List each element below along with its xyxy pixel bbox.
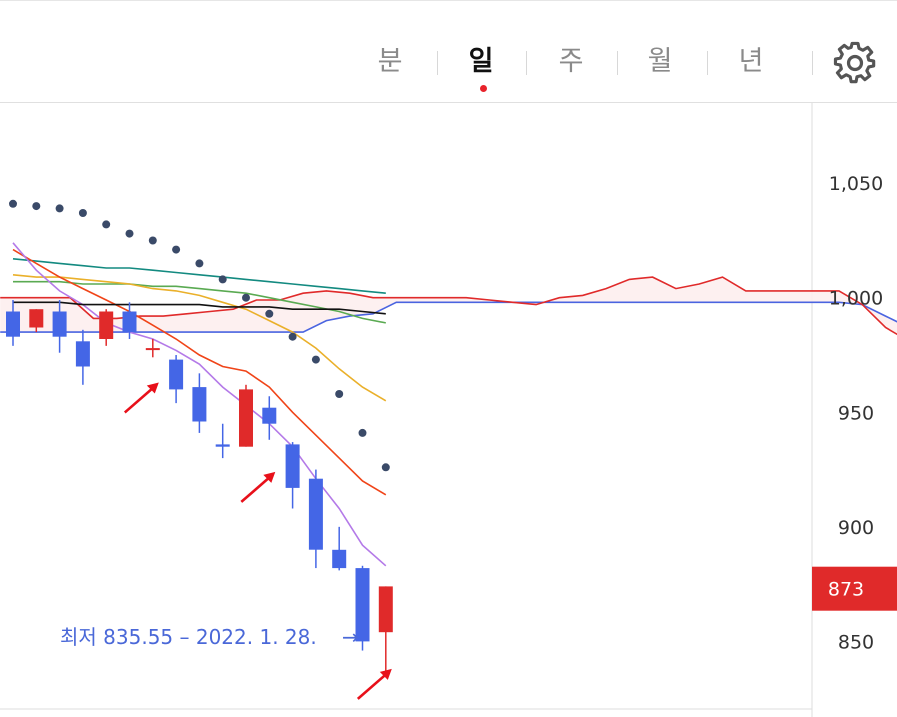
parabolic-sar-dot — [358, 428, 367, 437]
candle-body — [169, 359, 184, 390]
parabolic-sar-dot — [218, 275, 227, 284]
parabolic-sar-dot — [242, 293, 250, 302]
y-tick-label: 1,000 — [829, 288, 883, 310]
moving-average-line — [12, 258, 386, 294]
moving-average-line — [12, 242, 387, 567]
price-chart[interactable]: 1,050 1,000 950 900 850 873 최저 835.55 – … — [0, 103, 897, 717]
candle-body — [29, 309, 44, 328]
parabolic-sar-dot — [265, 309, 274, 318]
candle-body — [308, 478, 323, 550]
period-tab-week[interactable]: 주 — [558, 46, 584, 77]
parabolic-sar-dot — [172, 245, 181, 254]
period-tab-month[interactable]: 월 — [647, 46, 673, 77]
parabolic-sar-dot — [32, 202, 41, 211]
period-divider — [437, 51, 438, 75]
parabolic-sar-dot — [125, 229, 134, 238]
period-tab-day[interactable]: 일 — [468, 46, 494, 77]
moving-average-lines — [12, 242, 387, 567]
signal-arrow-head — [146, 382, 159, 394]
parabolic-sar-dots — [9, 199, 390, 472]
candle-body — [239, 389, 253, 447]
parabolic-sar-dot — [381, 463, 390, 472]
y-axis: 1,050 1,000 950 900 850 — [829, 173, 883, 653]
parabolic-sar-dot — [288, 332, 297, 341]
signal-arrow-head — [379, 668, 392, 680]
candle-body — [378, 586, 393, 633]
candle-body — [52, 311, 67, 337]
period-divider — [812, 51, 813, 75]
settings-button[interactable] — [833, 41, 877, 85]
parabolic-sar-dot — [311, 355, 320, 364]
period-divider — [617, 51, 618, 75]
moving-average-line — [12, 274, 387, 402]
ichimoku-cloud — [0, 276, 897, 336]
ichimoku-leading-span-red — [0, 276, 897, 336]
chart-frame — [0, 103, 813, 717]
candle-body — [6, 311, 20, 337]
candle-body — [122, 311, 137, 333]
signal-arrow-line — [356, 670, 390, 700]
current-price-label: 873 — [828, 579, 864, 601]
signal-arrow-line — [123, 384, 157, 414]
y-tick-label: 950 — [838, 402, 874, 424]
candle-body — [285, 444, 300, 488]
period-toolbar: 분 일 주 월 년 — [0, 0, 897, 103]
y-tick-label: 900 — [838, 517, 874, 539]
parabolic-sar-dot — [78, 209, 87, 217]
current-price-badge: 873 — [812, 566, 897, 611]
candle-body — [192, 387, 207, 422]
moving-average-line — [12, 248, 387, 496]
signal-arrows — [123, 382, 392, 700]
ichimoku-cloud-fill — [0, 277, 897, 335]
parabolic-sar-dot — [335, 390, 344, 398]
y-tick-label: 1,050 — [829, 173, 883, 195]
active-period-indicator — [480, 85, 487, 92]
parabolic-sar-dot — [55, 204, 64, 213]
candle-body — [145, 348, 160, 351]
moving-average-line — [13, 301, 386, 315]
period-divider — [707, 51, 708, 75]
candlesticks — [6, 300, 393, 674]
ichimoku-leading-span-blue — [0, 301, 897, 333]
y-tick-label: 850 — [838, 631, 874, 653]
parabolic-sar-dot — [102, 220, 111, 229]
candle-body — [332, 549, 347, 569]
low-price-annotation: 최저 835.55 – 2022. 1. 28. — [60, 625, 317, 649]
parabolic-sar-dot — [9, 199, 17, 208]
candle-body — [262, 407, 277, 424]
parabolic-sar-dot — [195, 259, 204, 268]
period-tab-minute[interactable]: 분 — [377, 46, 403, 77]
gear-icon — [833, 41, 876, 84]
candle-body — [99, 311, 114, 339]
low-price-annotation-arrow: → — [342, 625, 359, 649]
candle-body — [215, 444, 230, 447]
period-tab-year[interactable]: 년 — [738, 46, 764, 77]
candle-body — [355, 568, 370, 642]
signal-arrow-head — [263, 471, 276, 483]
parabolic-sar-dot — [148, 236, 157, 245]
signal-arrow-line — [240, 473, 274, 503]
candle-body — [75, 341, 90, 367]
period-divider — [526, 51, 527, 75]
